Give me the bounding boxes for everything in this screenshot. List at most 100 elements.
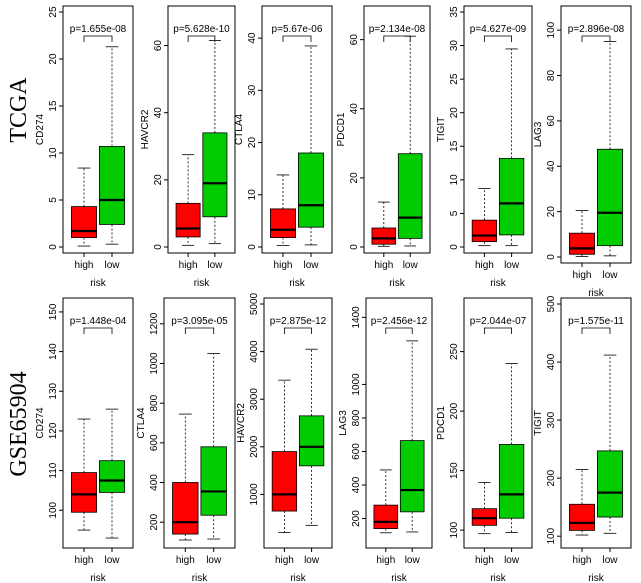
y-tick-label: 200 <box>546 469 557 486</box>
box-high <box>175 154 201 246</box>
p-value-label: p=2.134e-08 <box>369 24 426 35</box>
x-axis-label: risk <box>90 278 107 289</box>
x-tick-label: low <box>303 260 319 271</box>
box-low <box>399 340 425 533</box>
y-tick-label: 5000 <box>249 292 260 315</box>
y-tick-label: 200 <box>149 513 160 530</box>
x-tick-label: low <box>405 555 421 566</box>
box-low <box>297 45 324 246</box>
box-body <box>498 444 525 519</box>
significance-bracket <box>581 327 611 334</box>
panel-gse65904-havcr2: 1000 2000 3000 4000 5000 HAVCR2 high low risk p=2… <box>236 292 333 583</box>
y-tick-label: 800 <box>149 394 160 411</box>
significance-bracket <box>484 327 512 334</box>
box-low <box>498 363 525 533</box>
panel-gse65904-ctla4: 200 400 600 800 1000 1200 CTLA4 high low risk p=3.… <box>136 297 236 583</box>
x-tick-label: low <box>207 260 223 271</box>
y-tick-label: 400 <box>351 476 362 493</box>
x-axis-label: risk <box>389 278 406 289</box>
y-tick-label: 40 <box>153 107 164 119</box>
significance-bracket <box>385 327 413 334</box>
plot-frame <box>163 297 236 549</box>
box-body <box>298 415 325 467</box>
y-tick-label: 10 <box>48 147 59 159</box>
x-axis-label: risk <box>194 278 211 289</box>
box-low <box>200 353 227 540</box>
y-axis-label: TIGIT <box>533 410 544 436</box>
x-tick-label: high <box>573 555 592 566</box>
y-tick-label: 30 <box>247 84 258 96</box>
box-body <box>99 460 126 493</box>
y-tick-label: 5 <box>48 197 59 203</box>
x-tick-label: low <box>304 555 320 566</box>
y-tick-label: 100 <box>449 521 460 538</box>
x-axis-label: risk <box>192 573 209 583</box>
y-axis-label: PDCD1 <box>336 112 347 146</box>
x-tick-label: high <box>274 260 293 271</box>
y-tick-label: 20 <box>48 53 59 65</box>
x-axis-label: risk <box>391 573 408 583</box>
x-axis-label: risk <box>588 288 605 299</box>
row-label-gse65904: GSE65904 <box>6 371 32 476</box>
y-tick-label: 4000 <box>249 340 260 363</box>
box-body <box>269 208 296 238</box>
y-tick-label: 35 <box>449 6 460 18</box>
box-high <box>71 167 98 247</box>
box-body <box>569 232 596 255</box>
box-body <box>202 132 228 218</box>
y-tick-label: 20 <box>247 137 258 149</box>
y-tick-label: 0 <box>48 244 59 250</box>
panel-gse65904-pdcd1: 100 150 200 250 PDCD1 high low risk p=2.044e-07 <box>436 297 533 583</box>
y-tick-label: 25 <box>48 6 59 18</box>
y-axis-label: CTLA4 <box>234 114 245 146</box>
y-tick-label: 300 <box>546 411 557 428</box>
y-tick-label: 25 <box>449 73 460 85</box>
plot-frame <box>263 297 333 549</box>
box-body <box>172 482 199 535</box>
box-body <box>175 202 201 238</box>
p-value-label: p=4.627e-09 <box>470 24 527 35</box>
y-tick-label: 100 <box>546 21 557 38</box>
y-tick-label: 0 <box>247 244 258 250</box>
panel-gse65904-cd274: 100 110 120 130 140 150 CD274 high low risk p=1.44… <box>35 297 134 583</box>
p-value-label: p=1.655e-08 <box>70 24 127 35</box>
y-axis-label: LAG3 <box>338 410 349 436</box>
y-axis-label: PDCD1 <box>436 406 447 440</box>
y-tick-label: 200 <box>449 402 460 419</box>
box-low <box>397 35 423 247</box>
x-tick-label: low <box>602 555 618 566</box>
y-tick-label: 200 <box>351 510 362 527</box>
y-tick-label: 100 <box>48 501 59 518</box>
panel-gse65904-lag3: 200 400 600 800 1000 1400 LAG3 high low risk p=2.4… <box>338 297 433 583</box>
row-label-tcga: TCGA <box>6 77 32 143</box>
y-tick-label: 20 <box>449 107 460 119</box>
panel-tcga-tigit: 0 5 10 15 20 25 30 35 TIGIT high low risk p=4.627e-0… <box>436 5 533 289</box>
x-tick-label: high <box>376 555 395 566</box>
x-tick-label: high <box>176 555 195 566</box>
significance-bracket <box>187 35 216 42</box>
box-body <box>71 472 98 513</box>
y-tick-label: 150 <box>449 462 460 479</box>
panel-tcga-havcr2: 0 20 40 60 HAVCR2 high low risk p=5.628e-10 <box>140 5 236 289</box>
plot-frame <box>560 5 632 264</box>
box-low <box>202 40 228 245</box>
box-body <box>297 152 324 228</box>
y-axis-label: CD274 <box>35 407 46 439</box>
plot-frame <box>261 5 333 254</box>
x-axis-label: risk <box>490 573 507 583</box>
box-low <box>597 41 624 257</box>
y-tick-label: 1200 <box>149 312 160 335</box>
panel-gse65904-tigit: 100 200 300 400 500 TIGIT high low risk p=1.575e-… <box>533 295 632 583</box>
box-high <box>471 482 498 535</box>
y-axis-label: CD274 <box>35 114 46 146</box>
p-value-label: p=1.448e-04 <box>70 316 127 327</box>
box-high <box>371 201 397 247</box>
p-value-label: p=2.044e-07 <box>470 316 527 327</box>
plot-frame <box>62 5 134 254</box>
y-tick-label: 1400 <box>351 306 362 329</box>
x-tick-label: high <box>573 270 592 281</box>
y-tick-label: 20 <box>546 206 557 218</box>
x-tick-label: high <box>374 260 393 271</box>
